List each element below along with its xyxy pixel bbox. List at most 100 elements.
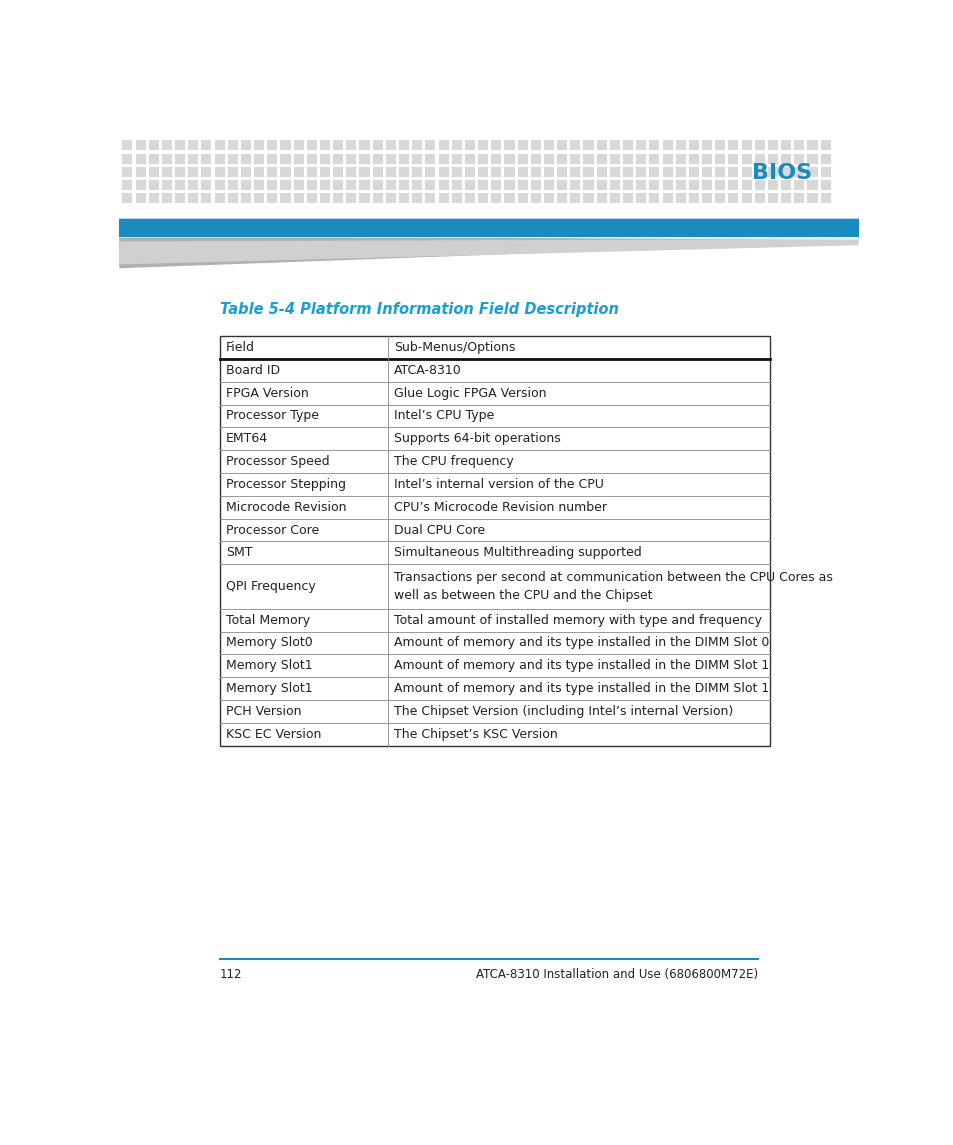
- Bar: [557, 167, 567, 176]
- Text: Processor Type: Processor Type: [226, 410, 319, 423]
- Text: ATCA-8310 Installation and Use (6806800M72E): ATCA-8310 Installation and Use (6806800M…: [476, 969, 757, 981]
- Bar: [319, 167, 330, 176]
- Bar: [740, 153, 751, 164]
- Bar: [794, 192, 803, 203]
- Bar: [596, 180, 606, 190]
- Bar: [517, 153, 527, 164]
- Bar: [241, 192, 251, 203]
- Bar: [728, 167, 738, 176]
- Bar: [767, 167, 778, 176]
- Bar: [740, 141, 751, 150]
- Bar: [346, 180, 356, 190]
- Bar: [715, 153, 724, 164]
- Bar: [174, 153, 185, 164]
- Bar: [162, 153, 172, 164]
- Bar: [438, 180, 448, 190]
- Bar: [149, 141, 158, 150]
- Text: ATCA-8310: ATCA-8310: [394, 364, 461, 377]
- Bar: [557, 180, 567, 190]
- Bar: [241, 167, 251, 176]
- Bar: [661, 167, 672, 176]
- Bar: [122, 180, 132, 190]
- Bar: [740, 167, 751, 176]
- Text: Intel’s internal version of the CPU: Intel’s internal version of the CPU: [394, 477, 603, 491]
- Bar: [319, 192, 330, 203]
- Bar: [517, 167, 527, 176]
- Bar: [201, 167, 212, 176]
- Bar: [464, 192, 475, 203]
- Bar: [530, 180, 540, 190]
- Bar: [201, 180, 212, 190]
- Bar: [188, 153, 198, 164]
- Bar: [688, 180, 699, 190]
- Bar: [701, 153, 711, 164]
- Text: FPGA Version: FPGA Version: [226, 387, 309, 400]
- Bar: [228, 192, 237, 203]
- Bar: [636, 141, 645, 150]
- Bar: [253, 192, 264, 203]
- Bar: [491, 180, 500, 190]
- Bar: [280, 153, 291, 164]
- Bar: [294, 153, 303, 164]
- Text: Microcode Revision: Microcode Revision: [226, 500, 346, 514]
- Bar: [583, 192, 593, 203]
- Bar: [294, 167, 303, 176]
- Bar: [280, 180, 291, 190]
- Bar: [267, 192, 277, 203]
- Bar: [267, 141, 277, 150]
- Text: The Chipset Version (including Intel’s internal Version): The Chipset Version (including Intel’s i…: [394, 705, 733, 718]
- Text: Memory Slot1: Memory Slot1: [226, 682, 313, 695]
- Bar: [464, 141, 475, 150]
- Bar: [806, 180, 817, 190]
- Bar: [504, 192, 514, 203]
- Bar: [609, 192, 619, 203]
- Bar: [557, 192, 567, 203]
- Bar: [820, 141, 830, 150]
- Bar: [675, 141, 685, 150]
- Bar: [504, 180, 514, 190]
- Bar: [359, 167, 369, 176]
- Bar: [464, 153, 475, 164]
- Bar: [636, 192, 645, 203]
- Bar: [385, 192, 395, 203]
- Bar: [174, 192, 185, 203]
- Bar: [267, 153, 277, 164]
- Bar: [294, 180, 303, 190]
- Bar: [253, 153, 264, 164]
- Bar: [688, 167, 699, 176]
- Bar: [583, 141, 593, 150]
- Bar: [781, 141, 790, 150]
- Bar: [188, 141, 198, 150]
- Bar: [228, 141, 237, 150]
- Bar: [701, 192, 711, 203]
- Bar: [214, 167, 224, 176]
- Bar: [820, 192, 830, 203]
- Bar: [412, 180, 422, 190]
- Bar: [675, 167, 685, 176]
- Bar: [754, 192, 764, 203]
- Bar: [701, 167, 711, 176]
- Text: EMT64: EMT64: [226, 433, 268, 445]
- Bar: [253, 180, 264, 190]
- Bar: [728, 180, 738, 190]
- Bar: [609, 167, 619, 176]
- Bar: [557, 141, 567, 150]
- Bar: [425, 167, 435, 176]
- Bar: [754, 153, 764, 164]
- Bar: [359, 180, 369, 190]
- Bar: [149, 180, 158, 190]
- Bar: [294, 192, 303, 203]
- Bar: [373, 153, 382, 164]
- Bar: [149, 167, 158, 176]
- Bar: [701, 180, 711, 190]
- Polygon shape: [119, 239, 858, 264]
- Bar: [385, 180, 395, 190]
- Bar: [346, 167, 356, 176]
- Bar: [649, 141, 659, 150]
- Bar: [201, 141, 212, 150]
- Text: Simultaneous Multithreading supported: Simultaneous Multithreading supported: [394, 546, 641, 560]
- Text: BIOS: BIOS: [751, 164, 811, 183]
- Bar: [359, 192, 369, 203]
- Bar: [583, 153, 593, 164]
- Bar: [649, 167, 659, 176]
